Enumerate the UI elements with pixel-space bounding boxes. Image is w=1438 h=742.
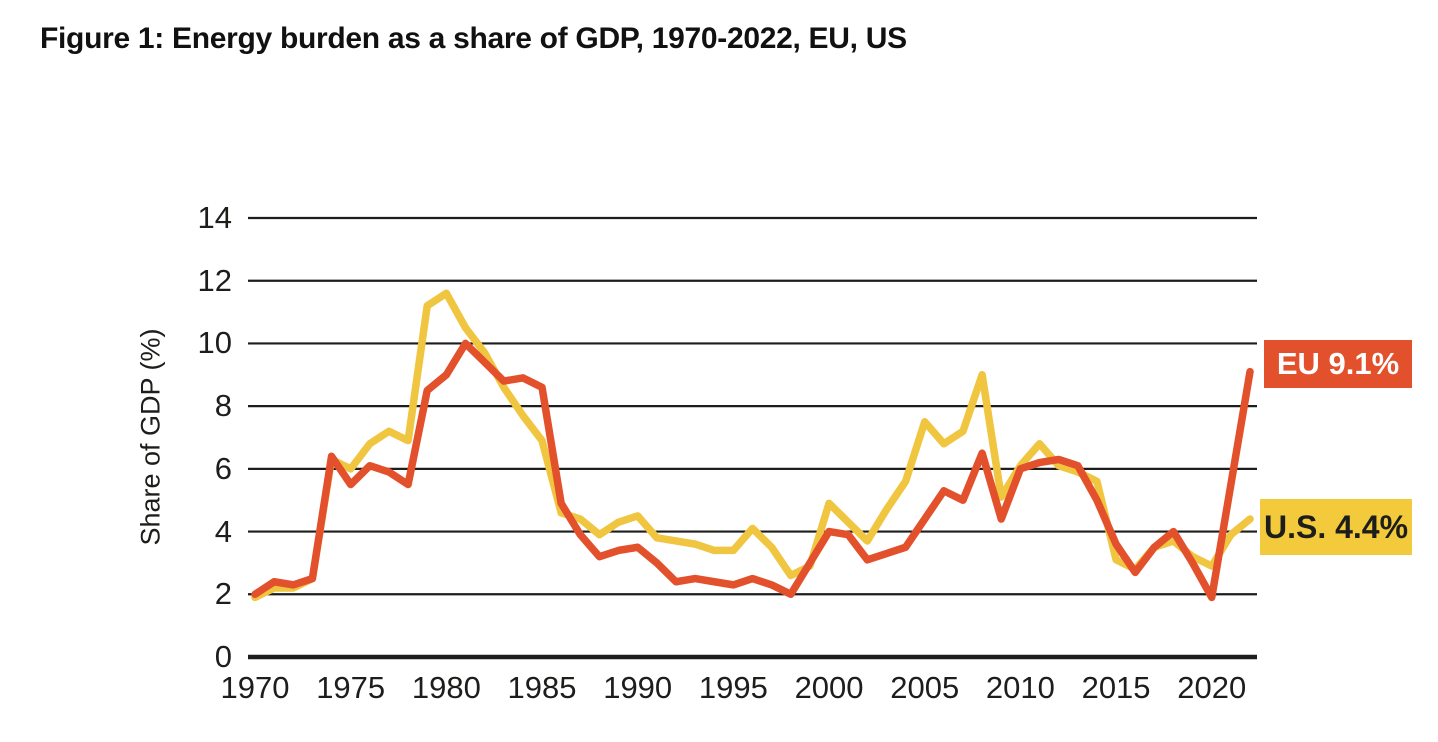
y-tick-label-10: 10 bbox=[197, 325, 232, 361]
x-tick-label-2005: 2005 bbox=[890, 670, 960, 705]
x-tick-label-1990: 1990 bbox=[603, 670, 673, 705]
y-tick-label-12: 12 bbox=[197, 262, 232, 298]
us-series-end-label: U.S. 4.4% bbox=[1260, 499, 1412, 555]
y-tick-label-14: 14 bbox=[197, 200, 232, 235]
x-tick-label-1975: 1975 bbox=[316, 670, 386, 705]
y-tick-label-4: 4 bbox=[214, 513, 232, 549]
eu-series-end-label: EU 9.1% bbox=[1264, 340, 1412, 388]
x-tick-label-2010: 2010 bbox=[985, 670, 1055, 705]
x-tick-label-1970: 1970 bbox=[220, 670, 290, 705]
y-axis-title: Share of GDP (%) bbox=[135, 328, 166, 546]
us-line bbox=[251, 289, 1254, 602]
y-tick-label-0: 0 bbox=[214, 639, 232, 674]
y-tick-label-2: 2 bbox=[214, 576, 232, 612]
y-tick-label-8: 8 bbox=[214, 388, 232, 424]
figure-title: Figure 1: Energy burden as a share of GD… bbox=[40, 22, 907, 55]
x-tick-label-2000: 2000 bbox=[794, 670, 864, 705]
y-tick-label-6: 6 bbox=[214, 450, 232, 486]
x-tick-label-1995: 1995 bbox=[698, 670, 768, 705]
x-tick-label-1985: 1985 bbox=[507, 670, 577, 705]
x-tick-label-1980: 1980 bbox=[411, 670, 481, 705]
eu-line bbox=[251, 339, 1254, 602]
x-tick-label-2015: 2015 bbox=[1081, 670, 1151, 705]
x-tick-label-2020: 2020 bbox=[1177, 670, 1247, 705]
